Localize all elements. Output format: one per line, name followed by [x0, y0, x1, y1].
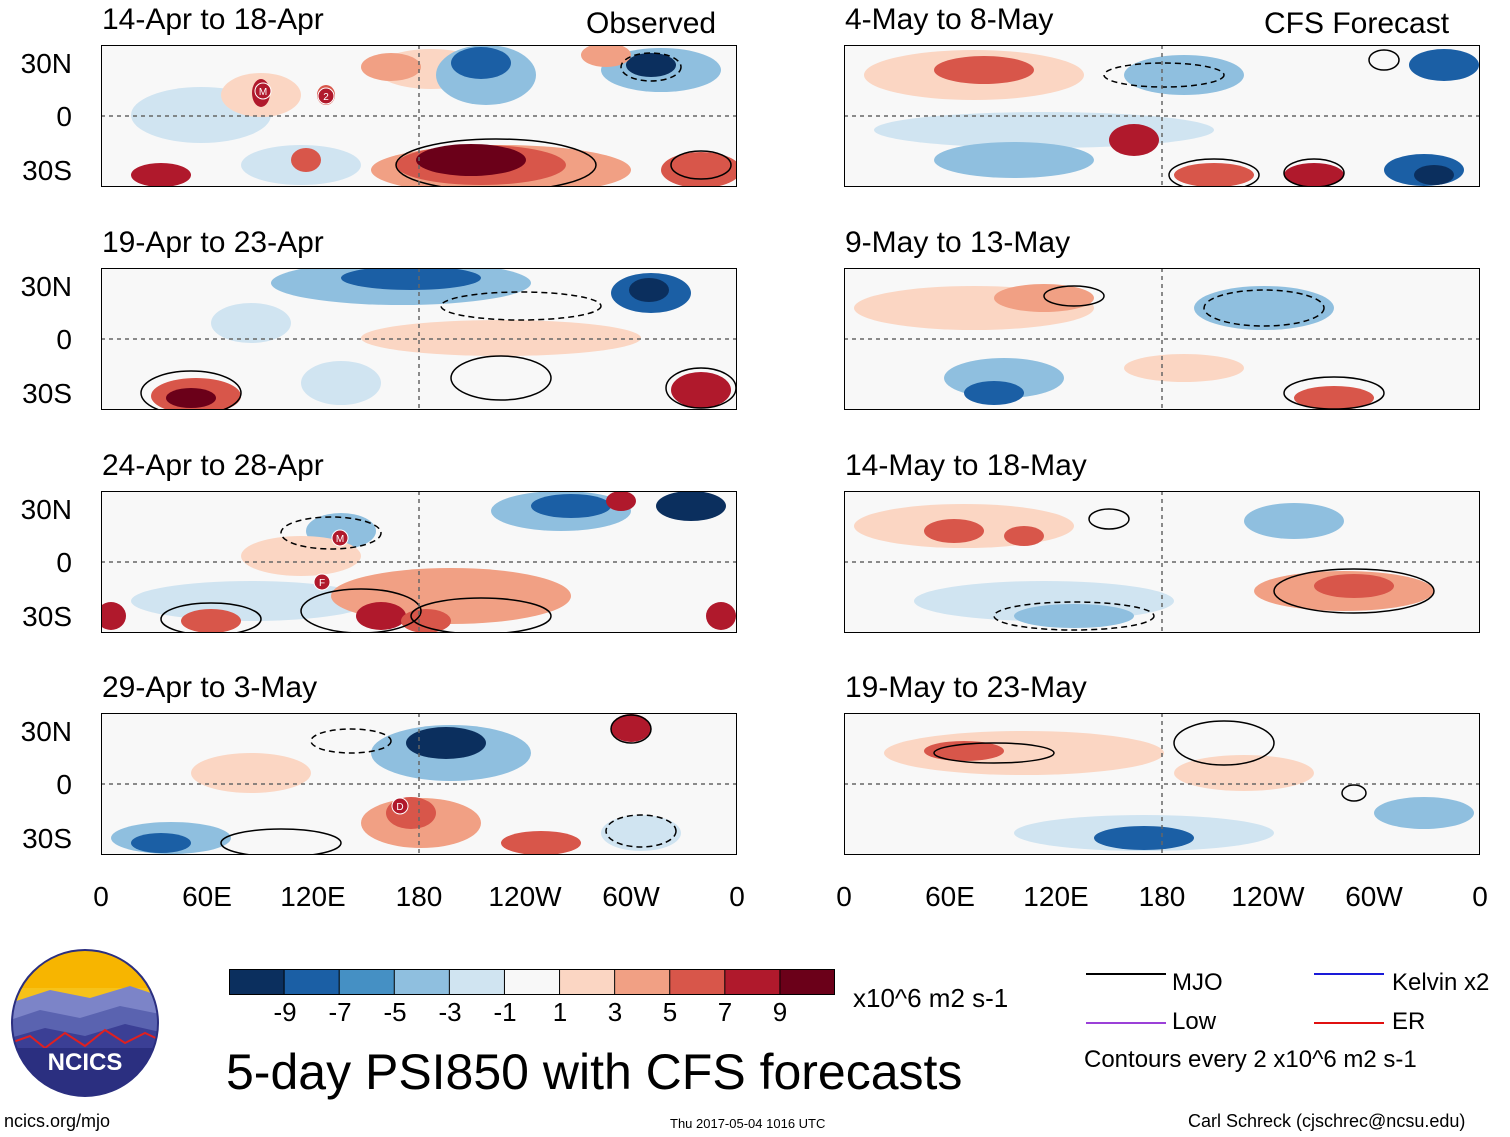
colorbar-units: x10^6 m2 s-1 — [853, 983, 1009, 1013]
colorbar-swatch — [448, 969, 506, 995]
lon-label: 60W — [602, 881, 660, 912]
lat-label-30n: 30N — [20, 271, 72, 302]
legend-label-low: Low — [1172, 1008, 1217, 1035]
main-title: 5-day PSI850 with CFS forecasts — [226, 1044, 963, 1100]
map-panel-obs-4 — [101, 713, 737, 855]
colorbar-swatch — [393, 969, 451, 995]
panel-title-obs-1: 14-Apr to 18-Apr — [102, 3, 324, 36]
lon-label: 60E — [182, 881, 232, 912]
colorbar-swatch — [724, 969, 781, 995]
lon-label: 120E — [1023, 881, 1089, 912]
lat-label-30n: 30N — [20, 716, 72, 747]
colorbar — [229, 969, 835, 995]
footer-timestamp: Thu 2017-05-04 1016 UTC — [670, 1116, 826, 1131]
lat-label-30s: 30S — [22, 601, 72, 632]
lon-label: 60W — [1345, 881, 1403, 912]
lat-label-eq: 0 — [56, 324, 72, 355]
storm-marker: M — [331, 529, 349, 547]
lon-label: 180 — [1138, 881, 1186, 912]
map-panel-obs-3 — [101, 491, 737, 633]
lon-label: 0 — [836, 881, 852, 912]
lat-label-30s: 30S — [22, 155, 72, 186]
colorbar-swatch — [503, 969, 561, 995]
ncics-logo: NCICS — [11, 949, 159, 1097]
observed-label: Observed — [586, 7, 717, 40]
map-panel-obs-2 — [101, 268, 737, 410]
lat-label-30n: 30N — [20, 48, 72, 79]
storm-marker: M — [254, 82, 272, 100]
colorbar-swatch — [229, 969, 286, 995]
lon-label: 0 — [1472, 881, 1488, 912]
map-panel-obs-1 — [101, 45, 737, 187]
panel-title-fcst-2: 9-May to 13-May — [845, 226, 1071, 259]
colorbar-swatch — [614, 969, 671, 995]
lon-label: 60E — [925, 881, 975, 912]
colorbar-tick: 3 — [607, 997, 623, 1027]
colorbar-tick: -9 — [273, 997, 297, 1027]
map-panel-fcst-1 — [844, 45, 1480, 187]
lat-label-30s: 30S — [22, 823, 72, 854]
lon-label: 120W — [488, 881, 562, 912]
footer-url[interactable]: ncics.org/mjo — [4, 1111, 111, 1131]
storm-marker-label: M — [336, 534, 344, 545]
logo-text: NCICS — [48, 1049, 123, 1076]
lat-label-eq: 0 — [56, 769, 72, 800]
storm-marker-label: M — [259, 87, 267, 98]
lon-label: 180 — [395, 881, 443, 912]
legend-label-mjo: MJO — [1172, 969, 1223, 996]
storm-marker: F — [313, 573, 331, 591]
legend-line-kelvin — [1314, 973, 1384, 975]
colorbar-tick: 9 — [772, 997, 788, 1027]
panel-title-fcst-4: 19-May to 23-May — [845, 671, 1087, 704]
colorbar-swatch — [779, 969, 835, 995]
storm-marker: 2 — [317, 87, 335, 105]
map-panel-fcst-3 — [844, 491, 1480, 633]
footer-author[interactable]: Carl Schreck (cjschrec@ncsu.edu) — [1188, 1111, 1466, 1131]
storm-marker-label: 2 — [323, 92, 329, 103]
legend-label-er: ER — [1392, 1008, 1426, 1035]
panel-title-obs-2: 19-Apr to 23-Apr — [102, 226, 324, 259]
colorbar-tick: 1 — [552, 997, 568, 1027]
lat-label-30n: 30N — [20, 494, 72, 525]
legend-line-low — [1086, 1022, 1166, 1024]
legend-label-kelvin: Kelvin x2 — [1392, 969, 1490, 996]
legend-line-er — [1314, 1022, 1384, 1024]
lat-label-eq: 0 — [56, 101, 72, 132]
map-panel-fcst-4 — [844, 713, 1480, 855]
forecast-label: CFS Forecast — [1264, 7, 1450, 40]
lon-label: 0 — [93, 881, 109, 912]
storm-marker-label: D — [396, 802, 403, 813]
panel-title-obs-4: 29-Apr to 3-May — [102, 671, 318, 704]
colorbar-tick: -1 — [493, 997, 517, 1027]
colorbar-swatch — [559, 969, 616, 995]
map-panel-fcst-2 — [844, 268, 1480, 410]
legend-line-mjo — [1086, 973, 1166, 975]
lon-label: 120E — [280, 881, 346, 912]
storm-marker-label: F — [319, 578, 325, 589]
lat-label-eq: 0 — [56, 547, 72, 578]
storm-marker: D — [391, 797, 409, 815]
colorbar-swatch — [338, 969, 396, 995]
colorbar-swatch — [669, 969, 726, 995]
panel-title-fcst-3: 14-May to 18-May — [845, 449, 1087, 482]
colorbar-tick: 5 — [662, 997, 678, 1027]
lat-label-30s: 30S — [22, 378, 72, 409]
colorbar-tick: -7 — [328, 997, 352, 1027]
lon-label: 0 — [729, 881, 745, 912]
colorbar-swatch — [283, 969, 341, 995]
panel-title-fcst-1: 4-May to 8-May — [845, 3, 1054, 36]
contour-note: Contours every 2 x10^6 m2 s-1 — [1084, 1046, 1417, 1073]
lon-label: 120W — [1231, 881, 1305, 912]
colorbar-tick: 7 — [717, 997, 733, 1027]
panel-title-obs-3: 24-Apr to 28-Apr — [102, 449, 324, 482]
colorbar-tick: -3 — [438, 997, 462, 1027]
colorbar-tick: -5 — [383, 997, 407, 1027]
